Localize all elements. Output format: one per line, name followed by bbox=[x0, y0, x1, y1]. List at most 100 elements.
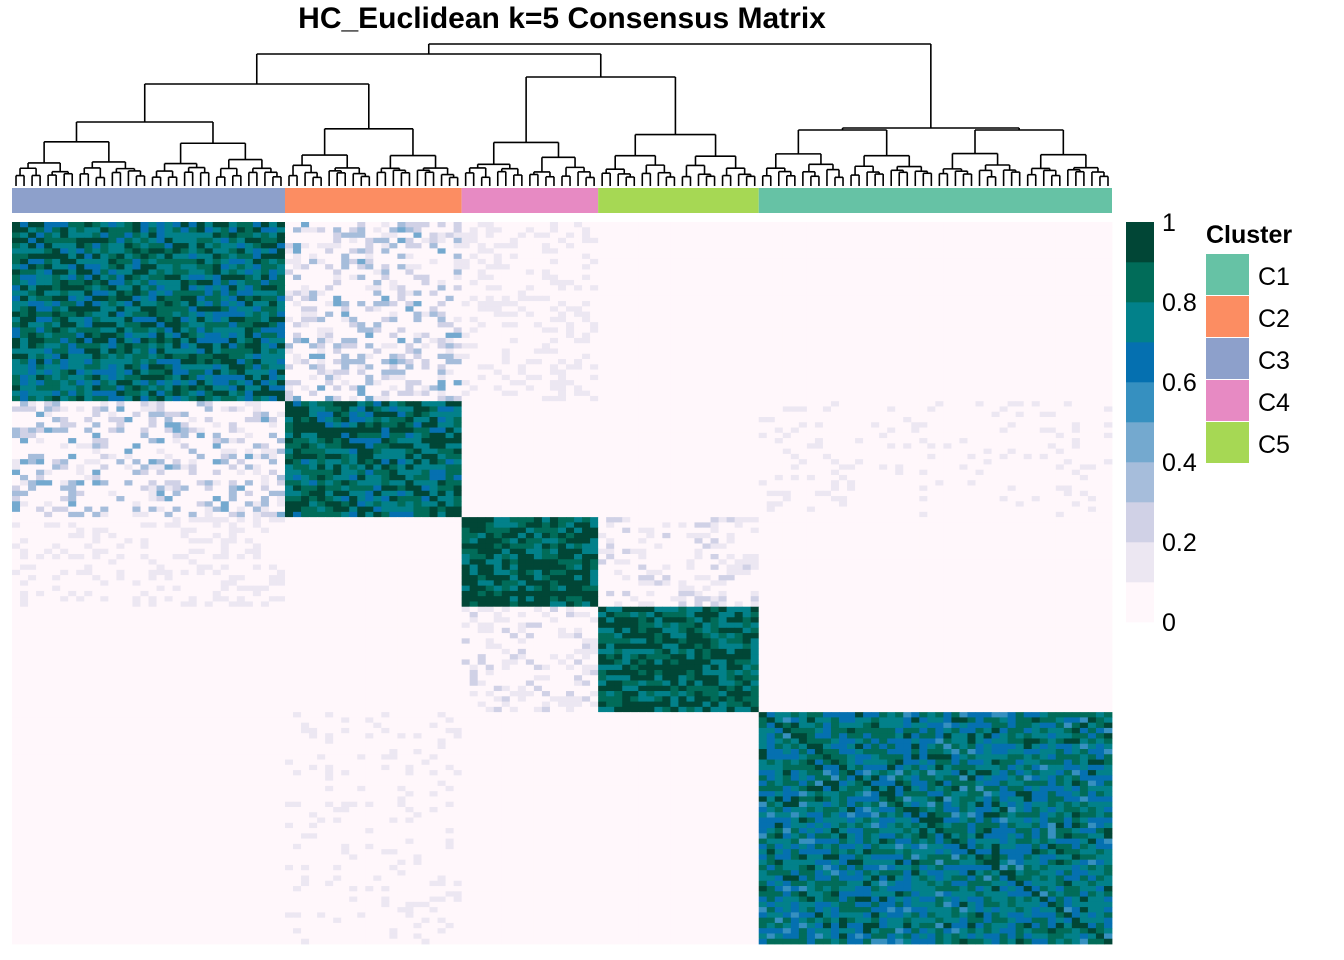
heatmap-cell bbox=[469, 353, 479, 360]
heatmap-cell bbox=[341, 243, 350, 249]
heatmap-cell bbox=[60, 322, 69, 328]
heatmap-cell bbox=[252, 385, 262, 392]
heatmap-cell bbox=[260, 353, 270, 360]
heatmap-cell bbox=[887, 274, 896, 281]
heatmap-cell bbox=[333, 222, 342, 228]
heatmap-cell bbox=[124, 364, 133, 370]
heatmap-cell bbox=[517, 301, 527, 307]
heatmap-cell bbox=[381, 237, 390, 244]
heatmap-cell bbox=[903, 290, 912, 297]
heatmap-cell bbox=[421, 274, 430, 281]
heatmap-cell bbox=[895, 301, 904, 307]
heatmap-cell bbox=[317, 353, 326, 360]
heatmap-cell bbox=[172, 374, 182, 381]
heatmap-cell bbox=[252, 311, 262, 318]
heatmap-cell bbox=[943, 327, 952, 334]
heatmap-cell bbox=[750, 274, 760, 281]
heatmap-cell bbox=[879, 374, 888, 381]
heatmap-cell bbox=[670, 343, 679, 349]
heatmap-cell bbox=[1095, 316, 1105, 323]
heatmap-cell bbox=[911, 348, 920, 355]
heatmap-cell bbox=[517, 353, 527, 360]
heatmap-cell bbox=[1087, 269, 1097, 276]
heatmap-cell bbox=[541, 279, 551, 286]
heatmap-cell bbox=[365, 306, 374, 312]
heatmap-cell bbox=[1015, 258, 1025, 265]
heatmap-cell bbox=[959, 316, 968, 323]
heatmap-cell bbox=[36, 332, 45, 339]
heatmap-cell bbox=[44, 243, 53, 249]
heatmap-cell bbox=[1103, 232, 1113, 239]
heatmap-cell bbox=[437, 327, 446, 334]
heatmap-cell bbox=[453, 327, 463, 334]
heatmap-cell bbox=[983, 316, 992, 323]
heatmap-cell bbox=[814, 232, 824, 239]
heatmap-cell bbox=[301, 269, 310, 276]
heatmap-cell bbox=[557, 369, 567, 376]
heatmap-cell bbox=[293, 332, 302, 339]
heatmap-cell bbox=[252, 390, 262, 397]
heatmap-cell bbox=[670, 385, 679, 392]
heatmap-cell bbox=[389, 311, 398, 318]
heatmap-cell bbox=[76, 222, 85, 228]
heatmap-cell bbox=[935, 343, 944, 349]
heatmap-cell bbox=[895, 327, 904, 334]
heatmap-cell bbox=[806, 353, 816, 360]
heatmap-cell bbox=[469, 327, 479, 334]
heatmap-cell bbox=[301, 353, 310, 360]
heatmap-cell bbox=[260, 316, 270, 323]
heatmap-cell bbox=[1047, 243, 1057, 249]
heatmap-cell bbox=[204, 316, 214, 323]
heatmap-cell bbox=[525, 359, 535, 365]
heatmap-cell bbox=[533, 274, 543, 281]
heatmap-cell bbox=[614, 227, 623, 233]
heatmap-cell bbox=[959, 243, 968, 249]
heatmap-cell bbox=[509, 295, 519, 302]
heatmap-cell bbox=[204, 306, 214, 312]
heatmap-cell bbox=[774, 343, 784, 349]
heatmap-cell bbox=[1071, 285, 1081, 291]
heatmap-cell bbox=[774, 327, 784, 334]
heatmap-cell bbox=[373, 285, 382, 291]
heatmap-cell bbox=[212, 364, 222, 370]
heatmap-cell bbox=[935, 316, 944, 323]
heatmap-cell bbox=[1039, 285, 1049, 291]
heatmap-cell bbox=[381, 385, 390, 392]
heatmap-cell bbox=[1087, 258, 1097, 265]
heatmap-cell bbox=[212, 385, 222, 392]
heatmap-cell bbox=[710, 258, 719, 265]
heatmap-cell bbox=[630, 380, 639, 386]
heatmap-cell bbox=[590, 337, 599, 344]
heatmap-cell bbox=[879, 306, 888, 312]
heatmap-cell bbox=[782, 222, 792, 228]
heatmap-cell bbox=[132, 322, 141, 328]
heatmap-cell bbox=[798, 269, 808, 276]
heatmap-cell bbox=[951, 279, 960, 286]
heatmap-cell bbox=[782, 359, 792, 365]
heatmap-cell bbox=[268, 380, 278, 386]
heatmap-cell bbox=[630, 359, 639, 365]
heatmap-cell bbox=[397, 295, 406, 302]
heatmap-cell bbox=[28, 337, 37, 344]
heatmap-cell bbox=[236, 327, 246, 334]
heatmap-cell bbox=[349, 369, 358, 376]
heatmap-cell bbox=[847, 264, 856, 270]
heatmap-cell bbox=[397, 369, 406, 376]
heatmap-cell bbox=[582, 359, 591, 365]
heatmap-cell bbox=[590, 374, 599, 381]
heatmap-cell bbox=[822, 322, 832, 328]
heatmap-cell bbox=[766, 243, 776, 249]
heatmap-cell bbox=[212, 274, 222, 281]
heatmap-cell bbox=[1063, 369, 1073, 376]
heatmap-cell bbox=[1031, 327, 1041, 334]
heatmap-cell bbox=[574, 369, 583, 376]
heatmap-cell bbox=[485, 253, 495, 260]
heatmap-cell bbox=[84, 311, 93, 318]
heatmap-cell bbox=[485, 359, 495, 365]
heatmap-cell bbox=[76, 374, 85, 381]
heatmap-cell bbox=[806, 274, 816, 281]
heatmap-cell bbox=[855, 253, 864, 260]
heatmap-cell bbox=[493, 269, 503, 276]
heatmap-cell bbox=[413, 285, 422, 291]
heatmap-cell bbox=[341, 380, 350, 386]
